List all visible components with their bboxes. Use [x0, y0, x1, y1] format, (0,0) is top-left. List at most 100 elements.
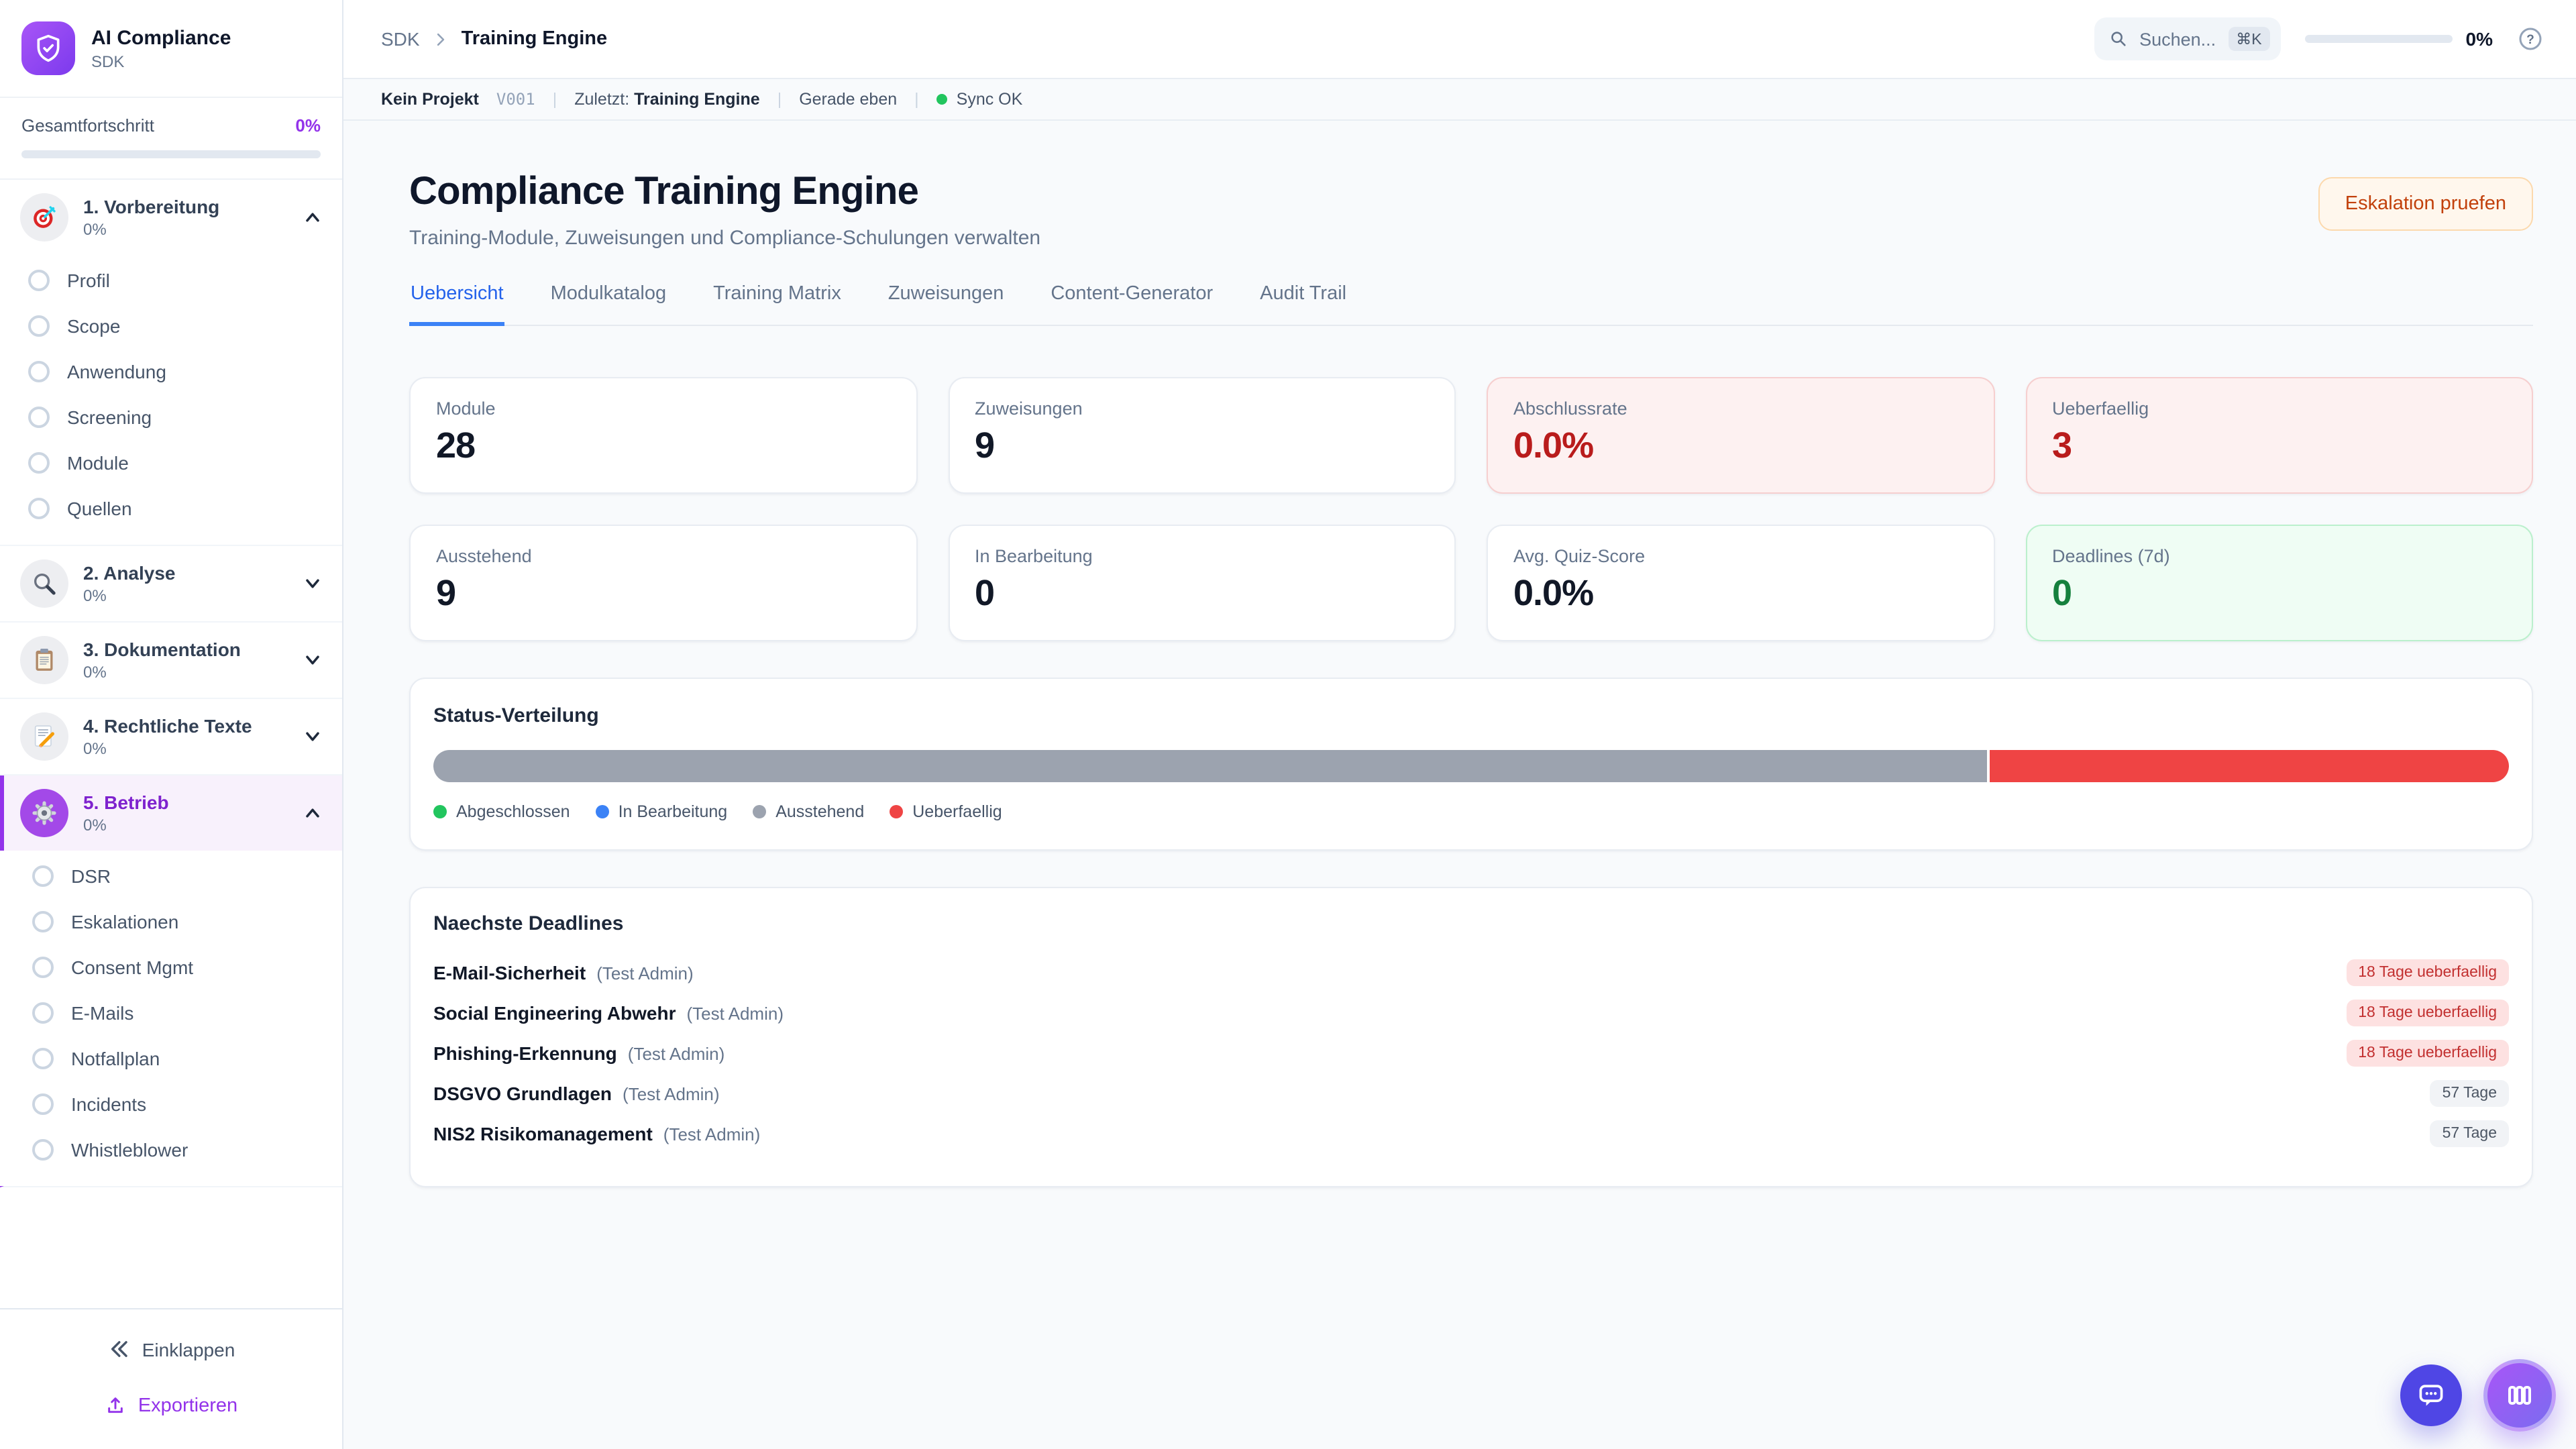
target-icon [20, 193, 68, 241]
radio-circle-icon [28, 270, 50, 291]
tab-audit-trail[interactable]: Audit Trail [1260, 283, 1347, 305]
radio-circle-icon [28, 452, 50, 474]
sidebar-section-betrieb: 5. Betrieb 0% DSR Eskalationen Consent M… [0, 775, 342, 1187]
sidebar-item-eskalationen[interactable]: Eskalationen [4, 899, 342, 945]
section-label: 5. Betrieb [83, 792, 169, 813]
project-name: Kein Projekt [381, 90, 479, 109]
sidebar-section-rechtliche-texte: 4. Rechtliche Texte 0% [0, 699, 342, 775]
magnifier-icon [20, 559, 68, 608]
stat-card-module: Module 28 [409, 377, 917, 494]
radio-circle-icon [32, 865, 54, 887]
deadline-assignee: (Test Admin) [686, 1004, 784, 1024]
section-percent: 0% [83, 586, 107, 605]
sidebar-item-module[interactable]: Module [0, 440, 342, 486]
section-header-betrieb[interactable]: 5. Betrieb 0% [4, 775, 342, 851]
deadline-row-phishing-erkennung[interactable]: Phishing-Erkennung (Test Admin) 18 Tage … [433, 1033, 2509, 1073]
tab-zuweisungen[interactable]: Zuweisungen [888, 283, 1004, 305]
sidebar-item-emails[interactable]: E-Mails [4, 990, 342, 1036]
divider: | [777, 90, 782, 109]
sync-ok-dot-icon [936, 94, 947, 105]
tab-modulkatalog[interactable]: Modulkatalog [550, 283, 667, 305]
legend-dot-icon [753, 805, 767, 818]
deadline-row-nis2-risikomanagement[interactable]: NIS2 Risikomanagement (Test Admin) 57 Ta… [433, 1114, 2509, 1154]
double-chevron-left-icon [107, 1338, 130, 1360]
legend: Abgeschlossen In Bearbeitung Ausstehend … [433, 802, 2509, 821]
radio-circle-icon [28, 315, 50, 337]
panel-title: Naechste Deadlines [433, 912, 624, 935]
section-header-analyse[interactable]: 2. Analyse 0% [0, 546, 342, 621]
deadline-badge: 57 Tage [2430, 1080, 2509, 1107]
stat-label: Zuweisungen [975, 398, 1083, 419]
sidebar-item-incidents[interactable]: Incidents [4, 1081, 342, 1127]
chat-fab-button[interactable] [2400, 1364, 2462, 1426]
breadcrumb-root[interactable]: SDK [381, 28, 420, 50]
sidebar-item-whistleblower[interactable]: Whistleblower [4, 1127, 342, 1173]
brand: AI Compliance SDK [0, 0, 342, 98]
section-header-rechtliche-texte[interactable]: 4. Rechtliche Texte 0% [0, 699, 342, 774]
stat-label: In Bearbeitung [975, 546, 1093, 566]
tab-content-generator[interactable]: Content-Generator [1051, 283, 1214, 305]
deadline-row-email-sicherheit[interactable]: E-Mail-Sicherheit (Test Admin) 18 Tage u… [433, 953, 2509, 993]
kanban-board-fab-button[interactable] [2483, 1359, 2556, 1432]
radio-circle-icon [28, 361, 50, 382]
export-label: Exportieren [138, 1395, 238, 1417]
main-area: SDK Training Engine Suchen... ⌘K [343, 0, 2576, 1449]
radio-circle-icon [28, 407, 50, 428]
sidebar-item-anwendung[interactable]: Anwendung [0, 349, 342, 394]
section-label: 4. Rechtliche Texte [83, 715, 252, 737]
breadcrumb-current: Training Engine [461, 28, 608, 50]
section-label: 1. Vorbereitung [83, 196, 220, 217]
status-distribution-panel: Status-Verteilung Abgeschlossen In Bearb… [409, 678, 2533, 851]
search-icon [2108, 30, 2127, 48]
sidebar-item-scope[interactable]: Scope [0, 303, 342, 349]
stat-value: 0.0% [1513, 425, 1594, 466]
clipboard-icon [20, 636, 68, 684]
sidebar-item-quellen[interactable]: Quellen [0, 486, 342, 531]
legend-item-in-bearbeitung: In Bearbeitung [595, 802, 727, 821]
deadline-module-name: NIS2 Risikomanagement [433, 1123, 653, 1144]
sidebar-section-vorbereitung: 1. Vorbereitung 0% Profil Scope Anwendun… [0, 180, 342, 546]
sync-label: Sync OK [956, 90, 1023, 109]
help-button[interactable]: ? [2517, 25, 2544, 52]
sidebar-item-screening[interactable]: Screening [0, 394, 342, 440]
sidebar: AI Compliance SDK Gesamtfortschritt 0% [0, 0, 343, 1449]
status-distribution-bar [433, 750, 2509, 782]
deadline-row-dsgvo-grundlagen[interactable]: DSGVO Grundlagen (Test Admin) 57 Tage [433, 1073, 2509, 1114]
radio-circle-icon [32, 1139, 54, 1161]
export-button[interactable]: Exportieren [0, 1387, 342, 1425]
tab-training-matrix[interactable]: Training Matrix [713, 283, 841, 305]
svg-text:?: ? [2526, 33, 2534, 47]
radio-circle-icon [32, 1093, 54, 1115]
collapse-sidebar-button[interactable]: Einklappen [0, 1330, 342, 1368]
stat-value: 9 [436, 573, 456, 613]
check-escalation-button[interactable]: Eskalation pruefen [2318, 177, 2533, 231]
section-percent: 0% [83, 220, 107, 239]
radio-circle-icon [32, 1048, 54, 1069]
deadline-assignee: (Test Admin) [663, 1124, 761, 1144]
section-label: 3. Dokumentation [83, 639, 241, 660]
tab-uebersicht[interactable]: Uebersicht [409, 283, 505, 326]
stat-value: 0 [2052, 573, 2072, 613]
chat-bubble-icon [2416, 1381, 2446, 1410]
search-input[interactable]: Suchen... ⌘K [2094, 17, 2281, 60]
stat-label: Deadlines (7d) [2052, 546, 2170, 566]
section-header-dokumentation[interactable]: 3. Dokumentation 0% [0, 623, 342, 698]
stat-card-in-bearbeitung: In Bearbeitung 0 [948, 525, 1456, 641]
deadline-assignee: (Test Admin) [596, 963, 694, 983]
section-header-vorbereitung[interactable]: 1. Vorbereitung 0% [0, 180, 342, 255]
sidebar-item-dsr[interactable]: DSR [4, 853, 342, 899]
last-module: Zuletzt: Training Engine [574, 90, 760, 109]
sidebar-item-consent-mgmt[interactable]: Consent Mgmt [4, 945, 342, 990]
overall-progress-label: Gesamtfortschritt [21, 115, 154, 136]
chevron-up-icon [302, 207, 323, 228]
radio-circle-icon [32, 1002, 54, 1024]
next-deadlines-panel: Naechste Deadlines E-Mail-Sicherheit (Te… [409, 887, 2533, 1187]
chevron-down-icon [302, 573, 323, 594]
deadline-row-social-engineering[interactable]: Social Engineering Abwehr (Test Admin) 1… [433, 993, 2509, 1033]
stat-value: 9 [975, 425, 995, 466]
stat-label: Ausstehend [436, 546, 532, 566]
legend-item-ausstehend: Ausstehend [753, 802, 864, 821]
stat-label: Abschlussrate [1513, 398, 1627, 419]
sidebar-item-profil[interactable]: Profil [0, 258, 342, 303]
sidebar-item-notfallplan[interactable]: Notfallplan [4, 1036, 342, 1081]
